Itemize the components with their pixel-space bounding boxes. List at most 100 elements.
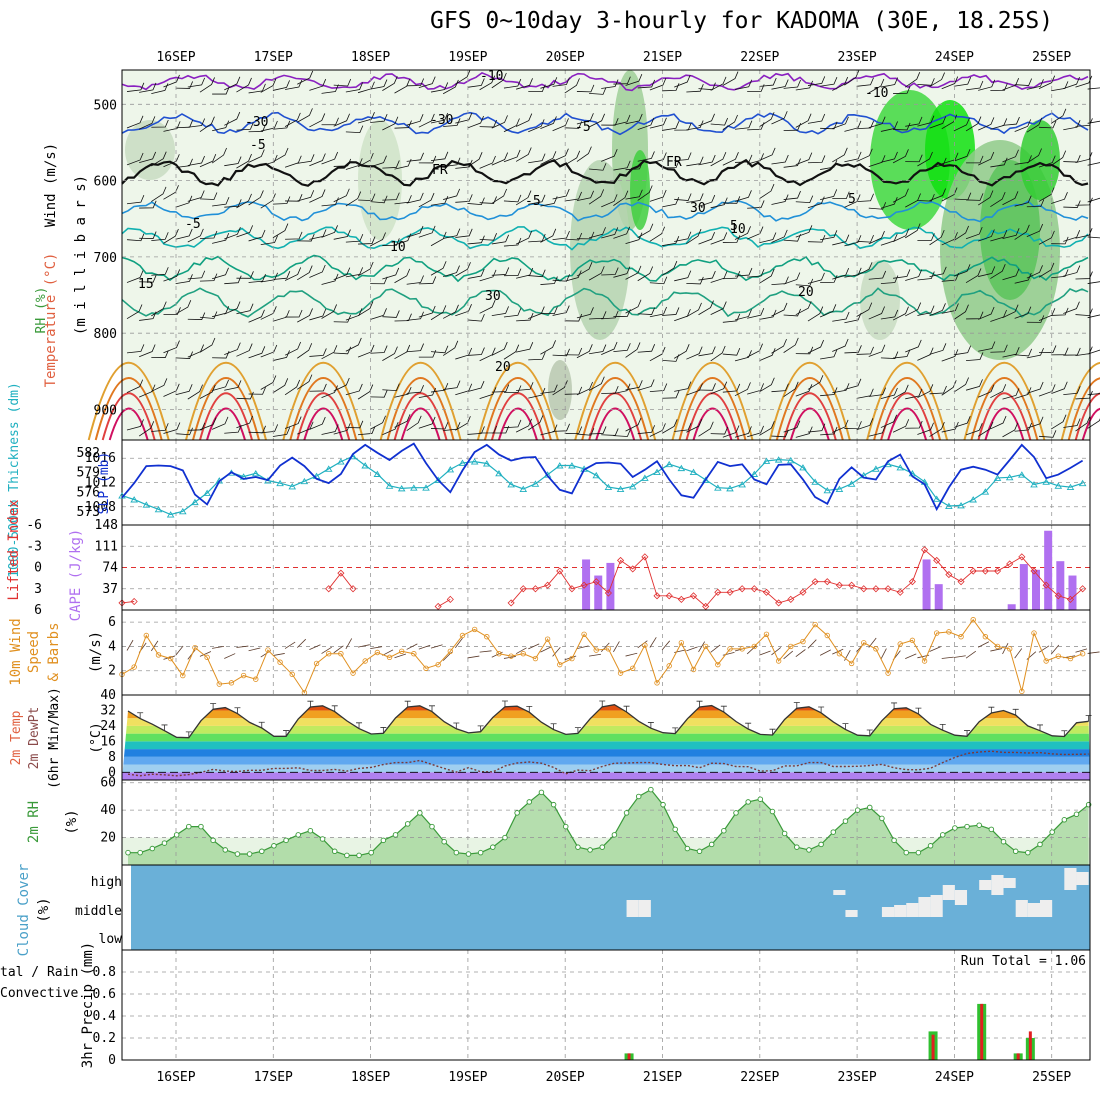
wind-barb: [649, 276, 668, 285]
ylabel-wind-10m-a: 10m Wind: [8, 618, 24, 685]
wind-barb: [1087, 418, 1100, 429]
temp-minmax-bar: [331, 705, 338, 712]
wind-barb: [1002, 116, 1020, 126]
temp-minmax-bar: [283, 730, 290, 737]
date-label-bottom: 22SEP: [740, 1070, 779, 1085]
wind-10m-point: [909, 637, 916, 644]
temperature-arch: [685, 392, 740, 441]
ylabel-millibars: (m i l l i b a r s): [73, 175, 89, 335]
wind-barb: [953, 416, 971, 428]
wind-10m-point: [642, 642, 648, 648]
rh-point: [733, 810, 739, 816]
temp-minmax-bar: [574, 727, 581, 734]
wind-barb: [151, 267, 169, 276]
wind-barb: [1014, 272, 1032, 284]
cape-bar: [1068, 575, 1077, 610]
wind-barb: [418, 76, 436, 89]
wind-10m-point: [471, 626, 478, 633]
wind-barb: [540, 384, 558, 394]
wind-barb: [820, 189, 838, 200]
wind-barb: [284, 112, 301, 127]
wind-barb: [455, 112, 473, 124]
wind-barb: [248, 274, 266, 283]
wind-barb: [285, 309, 303, 318]
wind-barb: [734, 426, 752, 438]
thickness-point: [774, 456, 783, 463]
date-label-bottom: 19SEP: [448, 1070, 487, 1085]
thickness-point: [179, 507, 187, 515]
cape-bar: [922, 559, 931, 610]
wind-barb: [978, 341, 996, 352]
temperature-arch: [1074, 392, 1100, 441]
wind-barb: [844, 378, 862, 390]
wind-barb: [1026, 79, 1044, 90]
wind-barb: [722, 425, 740, 438]
wind-barb: [503, 237, 522, 247]
temp-tick-label: 24: [100, 719, 116, 734]
rh-point: [538, 789, 545, 796]
wind-barb: [1002, 304, 1019, 319]
wind-10m-point: [1067, 655, 1074, 662]
wind-barb: [576, 190, 594, 202]
lifted-index-point: [641, 553, 649, 561]
cape-bar: [1056, 561, 1065, 610]
wind-barb: [844, 151, 862, 163]
wind-10m-point: [338, 651, 344, 657]
wind-10m-barb: [698, 641, 706, 653]
wind-barb: [406, 275, 424, 285]
wind-barb: [309, 113, 326, 128]
wind-10m-barb: [978, 641, 990, 648]
temperature-arch: [87, 361, 170, 441]
wind-barb: [503, 268, 522, 277]
wind-barb: [686, 228, 702, 245]
cape-bar: [934, 584, 943, 610]
lifted-index-point: [848, 581, 856, 589]
lifted-index-point: [933, 556, 941, 564]
wind-barb: [601, 118, 619, 126]
temp-minmax-bar: [453, 722, 460, 729]
rh-point: [988, 826, 995, 833]
rh-point: [1012, 848, 1019, 855]
wind-barb: [722, 347, 741, 356]
wind-10m-point: [1006, 646, 1013, 652]
wind-barb: [589, 87, 607, 95]
wind-10m-barb: [212, 646, 225, 649]
wind-10m-barb: [199, 651, 212, 657]
wind-barb: [929, 421, 945, 437]
wind-barb: [759, 232, 777, 244]
wind-barb: [625, 73, 643, 86]
wind-barb: [564, 347, 583, 356]
wind-barb: [649, 346, 666, 362]
rh-point: [380, 837, 387, 844]
contour-label: -5: [185, 217, 201, 232]
temperature-arch: [970, 377, 1039, 441]
wind-barb: [795, 278, 814, 287]
wind-barb: [260, 120, 278, 132]
lifted-tick-label: -3: [26, 539, 42, 554]
lifted-index-point: [908, 578, 916, 586]
wind-barb: [321, 117, 339, 126]
temperature-arch: [671, 361, 754, 441]
thickness-point: [993, 474, 1002, 481]
wind-barb: [163, 340, 180, 354]
temperature-arch: [1067, 377, 1100, 441]
wind-barb: [868, 116, 886, 129]
wind-barb: [211, 416, 229, 430]
rh-point: [757, 796, 764, 802]
temperature-arch: [782, 392, 837, 441]
wind-barb: [601, 149, 618, 162]
rh-point: [453, 849, 460, 856]
temp-band: [122, 733, 1090, 742]
contour-label: 10: [390, 240, 406, 255]
rh-point: [222, 847, 229, 853]
wind-10m-point: [459, 632, 466, 639]
wind-10m-point: [374, 649, 381, 656]
wind-barb: [637, 379, 655, 391]
thickness-point: [726, 485, 734, 492]
wind-barb: [260, 154, 278, 167]
wind-barb: [126, 233, 145, 242]
rh-point: [417, 810, 423, 816]
thickness-point: [203, 489, 211, 496]
wind-10m-barb: [1087, 651, 1100, 654]
wind-barb: [1014, 224, 1030, 240]
